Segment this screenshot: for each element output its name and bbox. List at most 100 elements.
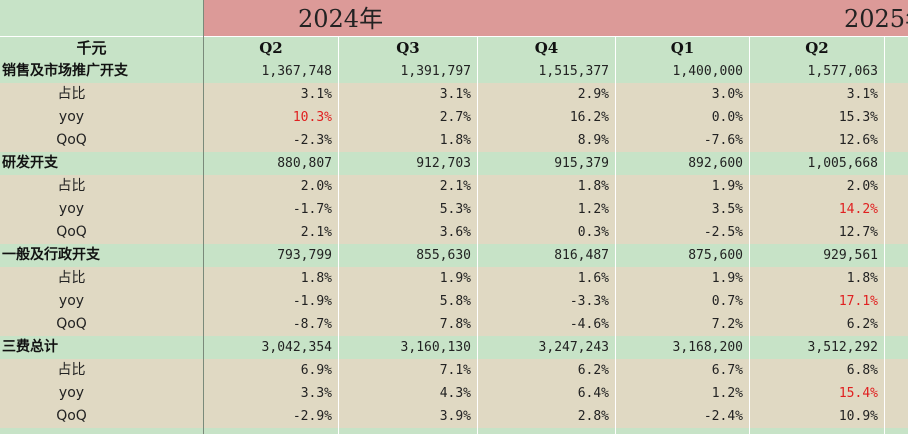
row-label-cell[interactable]: 研发开支 (0, 152, 204, 175)
value-cell[interactable]: 3,168,200 (616, 336, 750, 359)
value-cell[interactable]: 7.8% (339, 313, 478, 336)
value-cell[interactable]: 15.4% (750, 382, 885, 405)
value-cell[interactable]: 16.2% (478, 106, 616, 129)
value-cell[interactable]: -1.7% (204, 198, 339, 221)
value-cell[interactable]: 6.7% (616, 359, 750, 382)
value-cell[interactable]: -1.9% (204, 290, 339, 313)
value-cell[interactable]: 3.1% (339, 83, 478, 106)
value-cell[interactable]: 912,703 (339, 152, 478, 175)
value-cell[interactable]: 3.1% (750, 83, 885, 106)
value-cell[interactable]: 2.0% (204, 175, 339, 198)
empty-cell[interactable] (885, 198, 908, 221)
value-cell[interactable]: 6.8% (750, 359, 885, 382)
value-cell[interactable]: 3.1% (204, 83, 339, 106)
value-cell[interactable]: 6.2% (478, 359, 616, 382)
value-cell[interactable]: 929,561 (750, 244, 885, 267)
value-cell[interactable]: 5.3% (339, 198, 478, 221)
empty-cell[interactable] (885, 405, 908, 428)
value-cell[interactable]: 7.1% (339, 359, 478, 382)
row-label-cell[interactable]: 占比 (0, 359, 204, 382)
row-label-cell[interactable]: QoQ (0, 129, 204, 152)
year-header-blank-cell[interactable] (0, 0, 204, 36)
value-cell[interactable]: 1.8% (750, 267, 885, 290)
value-cell[interactable]: -7.6% (616, 129, 750, 152)
value-cell[interactable]: 1.2% (616, 382, 750, 405)
value-cell[interactable]: 1.9% (616, 267, 750, 290)
value-cell[interactable]: -3.3% (478, 290, 616, 313)
value-cell[interactable]: 892,600 (616, 152, 750, 175)
row-label-cell[interactable]: yoy (0, 290, 204, 313)
empty-cell[interactable] (478, 428, 616, 434)
empty-cell[interactable] (885, 359, 908, 382)
value-cell[interactable]: -8.7% (204, 313, 339, 336)
value-cell[interactable]: -2.5% (616, 221, 750, 244)
value-cell[interactable]: 2.8% (478, 405, 616, 428)
value-cell[interactable]: -2.3% (204, 129, 339, 152)
value-cell[interactable]: 17.1% (750, 290, 885, 313)
value-cell[interactable]: 3,512,292 (750, 336, 885, 359)
value-cell[interactable]: 4.3% (339, 382, 478, 405)
value-cell[interactable]: 6.9% (204, 359, 339, 382)
value-cell[interactable]: 1.2% (478, 198, 616, 221)
empty-cell[interactable] (885, 313, 908, 336)
value-cell[interactable]: 1,577,063 (750, 60, 885, 83)
empty-cell[interactable] (0, 428, 204, 434)
empty-cell[interactable] (885, 60, 908, 83)
empty-cell[interactable] (885, 37, 908, 60)
empty-cell[interactable] (885, 175, 908, 198)
value-cell[interactable]: 14.2% (750, 198, 885, 221)
value-cell[interactable]: 1.6% (478, 267, 616, 290)
value-cell[interactable]: 2.1% (204, 221, 339, 244)
row-label-cell[interactable]: QoQ (0, 313, 204, 336)
value-cell[interactable]: 3.3% (204, 382, 339, 405)
value-cell[interactable]: 880,807 (204, 152, 339, 175)
value-cell[interactable]: 1,005,668 (750, 152, 885, 175)
value-cell[interactable]: 0.0% (616, 106, 750, 129)
empty-cell[interactable] (885, 336, 908, 359)
empty-cell[interactable] (885, 106, 908, 129)
row-label-cell[interactable]: yoy (0, 198, 204, 221)
value-cell[interactable]: 3,042,354 (204, 336, 339, 359)
value-cell[interactable]: 1,515,377 (478, 60, 616, 83)
value-cell[interactable]: 1,367,748 (204, 60, 339, 83)
value-cell[interactable]: -2.9% (204, 405, 339, 428)
empty-cell[interactable] (885, 129, 908, 152)
empty-cell[interactable] (885, 382, 908, 405)
row-label-cell[interactable]: 占比 (0, 267, 204, 290)
value-cell[interactable]: 1,400,000 (616, 60, 750, 83)
year-header-band[interactable]: 2024年 2025年 (204, 0, 908, 36)
empty-cell[interactable] (885, 221, 908, 244)
empty-cell[interactable] (339, 428, 478, 434)
quarter-header-cell[interactable]: Q2 (750, 37, 885, 60)
empty-cell[interactable] (885, 267, 908, 290)
empty-cell[interactable] (750, 428, 885, 434)
empty-cell[interactable] (885, 428, 908, 434)
quarter-header-cell[interactable]: Q4 (478, 37, 616, 60)
value-cell[interactable]: 915,379 (478, 152, 616, 175)
value-cell[interactable]: 12.6% (750, 129, 885, 152)
value-cell[interactable]: 10.3% (204, 106, 339, 129)
empty-cell[interactable] (885, 290, 908, 313)
value-cell[interactable]: 855,630 (339, 244, 478, 267)
value-cell[interactable]: 816,487 (478, 244, 616, 267)
value-cell[interactable]: 6.2% (750, 313, 885, 336)
value-cell[interactable]: 8.9% (478, 129, 616, 152)
value-cell[interactable]: 0.3% (478, 221, 616, 244)
value-cell[interactable]: 2.0% (750, 175, 885, 198)
value-cell[interactable]: 7.2% (616, 313, 750, 336)
value-cell[interactable]: 2.9% (478, 83, 616, 106)
value-cell[interactable]: -4.6% (478, 313, 616, 336)
quarter-header-cell[interactable]: Q1 (616, 37, 750, 60)
value-cell[interactable]: 1.8% (478, 175, 616, 198)
value-cell[interactable]: 1.9% (616, 175, 750, 198)
quarter-header-cell[interactable]: Q3 (339, 37, 478, 60)
value-cell[interactable]: 2.1% (339, 175, 478, 198)
row-label-cell[interactable]: 销售及市场推广开支 (0, 60, 204, 83)
value-cell[interactable]: 3,247,243 (478, 336, 616, 359)
value-cell[interactable]: 1.8% (339, 129, 478, 152)
value-cell[interactable]: 10.9% (750, 405, 885, 428)
empty-cell[interactable] (885, 83, 908, 106)
value-cell[interactable]: 5.8% (339, 290, 478, 313)
value-cell[interactable]: 2.7% (339, 106, 478, 129)
value-cell[interactable]: 0.7% (616, 290, 750, 313)
